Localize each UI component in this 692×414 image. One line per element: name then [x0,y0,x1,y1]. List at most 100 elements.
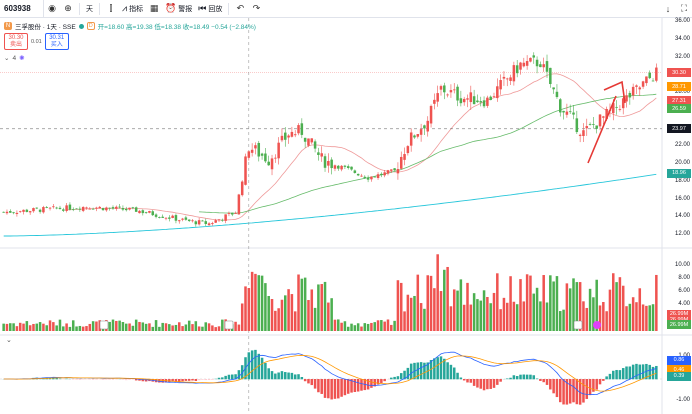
volume-bar [28,325,32,331]
candle-body [628,92,632,98]
indicator-toggle[interactable]: ⌄ 4 ✺ [4,54,25,63]
lightning-icon [593,321,601,329]
volume-bar [631,297,635,331]
candle-body [187,219,191,221]
compare-icon[interactable]: ◉ [48,3,56,13]
candle-body [204,221,208,224]
macd-histogram-bar [214,378,217,380]
volume-bar [466,282,469,331]
candle-body [264,153,267,162]
volume-bar [452,289,456,331]
macd-histogram-bar [588,379,592,396]
candle-body [651,80,655,82]
settings-icon: ✺ [19,55,25,62]
volume-bar [264,283,267,331]
macd-histogram-bar [628,366,632,380]
undo-icon[interactable]: ↶ [236,3,245,13]
candle-body [393,168,396,171]
alerts-button[interactable]: ⏰ 警报 [162,0,195,18]
candle-body [240,181,244,196]
volume-bar [419,303,423,331]
macd-tag: 0.39 [667,371,691,381]
chart-area[interactable] [0,18,692,414]
macd-toggle[interactable]: ⌄ [6,336,12,344]
candle-body [602,116,605,118]
candle-body [598,114,602,127]
candle-body [631,86,635,96]
candle-body [32,208,35,212]
price-chart[interactable] [0,18,692,414]
macd-histogram-bar [522,374,526,380]
replay-button[interactable]: ⏮ 回放 [195,0,225,18]
indicators-button[interactable]: ⩘ 指标 [119,0,146,18]
volume-bar [625,306,628,331]
arrow-annotation [587,95,617,164]
volume-bar [52,322,55,331]
candle-body [12,212,15,214]
candle-body [211,223,214,225]
candle-body [578,134,582,136]
macd-histogram-bar [231,374,234,380]
volume-bar [244,286,247,331]
fullscreen-icon[interactable]: ⛶ [680,3,688,13]
candle-body [426,120,429,132]
macd-histogram-bar [300,377,304,380]
volume-bar [115,320,118,331]
volume-bar [635,302,638,331]
macd-histogram-bar [436,357,439,380]
download-icon[interactable]: ↓ [665,3,671,14]
candle-body [207,223,211,226]
candle-body [42,207,45,213]
volume-bar [323,281,327,331]
candle-body [413,135,416,138]
macd-histogram-bar [237,370,241,380]
layout-icon[interactable]: ▦ [149,3,159,13]
ohlc-values: 开=18.60 高=19.38 低=18.38 收=18.49 −0.54 (−… [97,24,256,31]
macd-histogram-bar [260,357,264,380]
candle-body [502,76,506,79]
price-tag: 27.31 [667,96,691,106]
macd-histogram-bar [366,379,370,390]
volume-bar [413,295,416,331]
volume-bar [628,303,632,331]
macd-histogram-bar [505,378,509,380]
add-symbol-icon[interactable]: ⊕ [64,3,72,13]
macd-histogram-bar [479,379,483,389]
candle-body [635,85,638,87]
price-tick-label: 18.00 [674,177,690,184]
candle-body [227,213,231,214]
volume-bar [529,275,532,331]
volume-bar [532,293,536,331]
macd-histogram-bar [469,379,473,383]
volume-bar [641,304,645,331]
macd-histogram-bar [552,379,555,394]
macd-histogram-bar [78,379,82,380]
macd-histogram-bar [224,375,227,380]
toolbar-divider [99,2,100,15]
volume-bar [32,323,35,331]
macd-histogram-bar [512,375,516,380]
volume-bar [612,273,615,331]
volume-bar [439,291,443,331]
candle-body [158,217,161,218]
candle-body [300,123,304,135]
candle-type-icon[interactable]: ⫿ [109,3,113,13]
candle-body [58,207,62,209]
buy-button[interactable]: 30.31 买入 [44,33,69,50]
candle-body [320,153,323,157]
volume-bar [436,254,439,331]
volume-bar [509,276,512,331]
sell-button[interactable]: 30.30 卖出 [4,33,28,50]
volume-bar [512,301,516,331]
symbol-search[interactable]: 603938 [0,0,44,18]
volume-bar [416,274,420,331]
macd-histogram-bar [648,364,651,380]
candle-body [459,98,463,104]
buy-label: 买入 [50,41,63,48]
interval-button[interactable]: 天 [83,0,96,18]
volume-bar [346,326,350,331]
candle-body [512,65,516,82]
candle-body [346,166,350,169]
volume-bar [337,319,340,331]
redo-icon[interactable]: ↷ [252,3,261,13]
